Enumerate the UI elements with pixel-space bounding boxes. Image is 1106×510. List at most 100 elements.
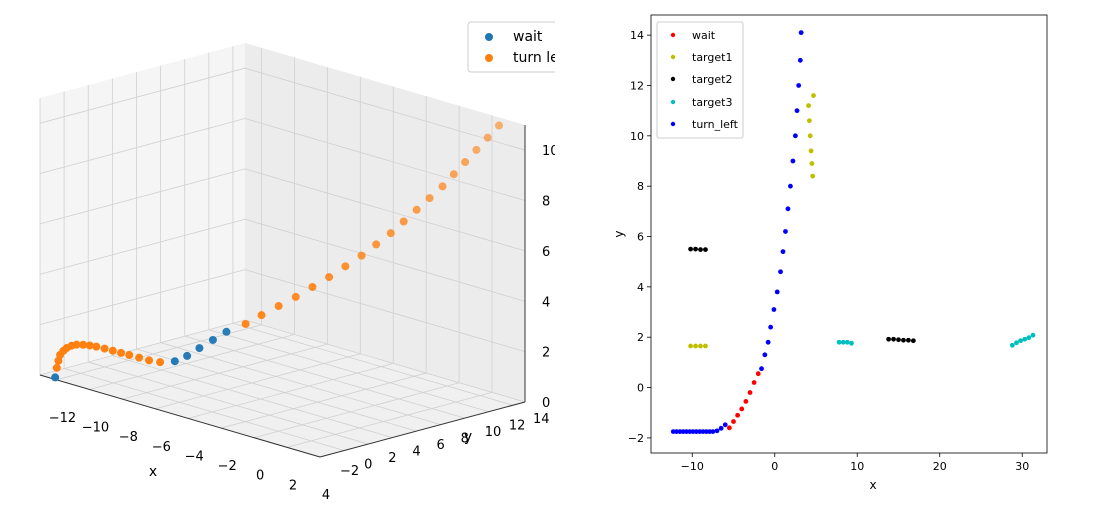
point-target1: [810, 173, 816, 179]
y-tick-label: 6: [637, 231, 644, 244]
point-target2: [891, 336, 896, 342]
x-axis-ticks: −10 0 10 20 30: [681, 453, 1029, 473]
y-axis-label: y: [612, 230, 626, 237]
point-turn-left: [697, 429, 703, 435]
y-tick-label: 0: [364, 458, 372, 473]
y-tick-label: 10: [485, 425, 502, 440]
legend-box: [656, 21, 744, 139]
legend-label-target1: target1: [692, 51, 732, 64]
point-turn-left: [762, 352, 768, 358]
z-tick-label: 8: [542, 195, 550, 210]
y-gridline: [64, 368, 345, 451]
point-target3: [1030, 332, 1036, 338]
x-tick-label: 20: [933, 460, 947, 473]
point-target3: [1022, 336, 1028, 342]
point-target1: [807, 133, 813, 139]
point-turn-left: [92, 342, 101, 351]
legend-marker-target1: [670, 54, 676, 60]
point-turn-left: [399, 217, 408, 226]
point-turn-left: [797, 57, 803, 63]
point-turn-left: [693, 429, 699, 435]
x-gridline: [155, 353, 361, 410]
legend: wait target1 target2 target3 turn_left: [656, 21, 744, 139]
y-tick-label: 4: [637, 281, 644, 294]
point-turn-left: [135, 353, 144, 362]
z-gridline: [39, 168, 246, 225]
y-tick-label: 2: [637, 331, 644, 344]
y-gridline: [160, 342, 441, 426]
y-tick-label: 0: [637, 382, 644, 395]
point-target1: [688, 343, 693, 349]
point-turn-left: [495, 121, 503, 130]
point-wait: [51, 373, 60, 382]
legend-marker-turn-left: [485, 54, 493, 62]
point-target3: [840, 339, 846, 345]
point-target3: [836, 339, 842, 345]
point-target2: [906, 337, 911, 343]
point-turn-left: [100, 344, 109, 353]
point-target3: [1018, 338, 1023, 344]
point-wait: [208, 335, 217, 344]
point-turn-left: [274, 302, 283, 311]
point-wait: [735, 412, 741, 418]
point-wait: [747, 390, 753, 395]
y-gridline: [88, 361, 369, 445]
legend-marker-wait: [485, 33, 493, 41]
point-turn-left: [412, 205, 421, 214]
point-wait: [183, 351, 192, 360]
z-gridline: [39, 319, 246, 376]
point-target3: [849, 340, 854, 346]
point-turn-left: [778, 269, 783, 275]
z-gridline: [244, 118, 526, 201]
legend-marker-target3: [670, 99, 676, 105]
point-turn-left: [680, 429, 686, 435]
y-tick-label: 6: [436, 438, 444, 453]
legend-label-turn-left: turn_left: [692, 118, 739, 131]
point-turn-left: [792, 133, 798, 139]
point-turn-left: [794, 108, 800, 114]
point-turn-left: [684, 429, 689, 435]
point-target2: [698, 247, 703, 253]
x-tick-label: −12: [49, 411, 76, 426]
point-target2: [886, 336, 891, 342]
y-tick-label: 12: [630, 79, 644, 92]
point-turn-left: [425, 194, 434, 203]
legend-marker-turn-left: [670, 121, 676, 127]
3d-axes-panes: [40, 43, 525, 457]
legend-marker-wait: [670, 32, 676, 38]
point-target1: [807, 118, 812, 124]
y-gridline: [136, 348, 417, 432]
z-tick-label: 6: [542, 245, 550, 260]
point-turn-left: [125, 351, 134, 360]
x-gridline: [254, 382, 460, 439]
x-tick-label: 0: [256, 469, 264, 484]
point-turn-left: [710, 429, 716, 435]
x-gridline: [122, 343, 328, 400]
y-tick-label: 8: [461, 432, 469, 447]
point-wait: [739, 406, 745, 412]
x-tick-label: 0: [771, 460, 778, 473]
y-tick-label: 12: [509, 419, 526, 434]
point-wait: [170, 357, 179, 366]
legend-label-target2: target2: [692, 73, 732, 86]
point-turn-left: [341, 262, 350, 271]
x-gridline: [188, 363, 394, 419]
point-turn-left: [156, 358, 165, 367]
point-turn-left: [483, 133, 492, 142]
x-axis-label: x: [149, 464, 157, 480]
z-tick-label: 2: [542, 346, 550, 361]
legend-label-wait: wait: [692, 29, 716, 42]
2d-scatter-chart: −10 0 10 20 30 −2 0 2 4 6 8 10 12 14 x y wait target…: [612, 14, 1048, 492]
x-gridline: [286, 391, 493, 448]
point-turn-left: [372, 240, 381, 249]
point-target2: [910, 338, 916, 344]
point-target1: [806, 103, 811, 109]
point-turn-left: [785, 206, 791, 212]
point-turn-left: [386, 229, 395, 238]
x-tick-label: 2: [289, 478, 297, 493]
x-tick-label: 30: [1015, 460, 1029, 473]
point-wait: [222, 327, 231, 336]
point-turn-left: [780, 249, 786, 255]
point-turn-left: [117, 348, 126, 357]
